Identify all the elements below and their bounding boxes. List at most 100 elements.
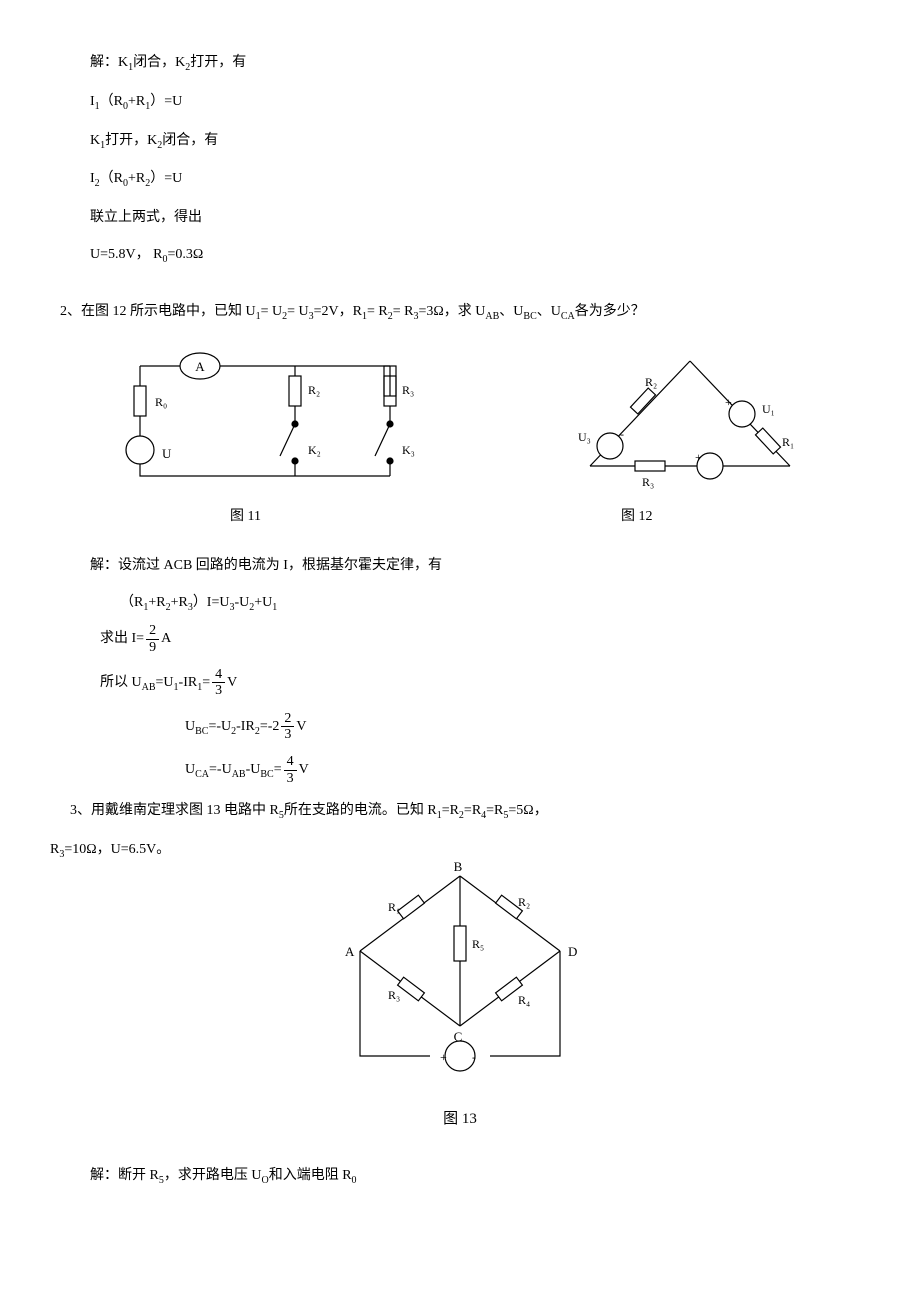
figure-12-caption: 图 12: [621, 504, 653, 529]
text: =R: [442, 803, 459, 818]
text: 所在支路的电流。已知 R: [284, 803, 437, 818]
subscript: BC: [195, 726, 208, 737]
text: +U: [254, 595, 272, 610]
subscript: AB: [232, 769, 246, 780]
sol2-eq3: 所以 UAB=U1-IR1=43V: [100, 667, 830, 699]
text: 求出 I=: [100, 631, 144, 646]
subscript: AB: [485, 311, 499, 322]
source-u3-label: U₃: [578, 430, 591, 444]
denominator: 3: [281, 727, 294, 742]
text: -IR: [236, 719, 255, 734]
resistor-r1-label: R₁: [782, 435, 794, 449]
fraction: 43: [284, 754, 297, 786]
sol2-eq4: UBC=-U2-IR2=-223V: [185, 711, 830, 743]
sol2-eq1: （R1+R2+R3）I=U3-U2+U1: [120, 590, 830, 617]
switch-k3-label: K₃: [402, 443, 415, 457]
figure-11-caption: 图 11: [230, 504, 261, 529]
sol1-line3: 联立上两式，得出: [90, 205, 830, 230]
subscript: 0: [352, 1175, 357, 1186]
question-3: 3、用戴维南定理求图 13 电路中 R5所在支路的电流。已知 R1=R2=R4=…: [70, 798, 830, 825]
sol2-eq5: UCA=-UAB-UBC=43V: [185, 754, 830, 786]
text: =10Ω，U=6.5V。: [64, 842, 170, 857]
text: ）=U: [150, 94, 182, 109]
source-u1-label: U₁: [762, 402, 775, 416]
text: = U: [261, 304, 283, 319]
resistor-r3-label: R₃: [642, 475, 654, 489]
text: A: [161, 631, 171, 646]
polarity-minus: -: [472, 1050, 476, 1064]
sol3-line1: 解：断开 R5，求开路电压 UO和入端电阻 R0: [90, 1163, 830, 1190]
text: 打开，K: [105, 133, 157, 148]
subscript: AB: [142, 682, 156, 693]
text: -U: [234, 595, 249, 610]
text: ）=U: [150, 171, 182, 186]
subscript: BC: [260, 769, 273, 780]
text: +R: [128, 94, 145, 109]
text: = R: [393, 304, 414, 319]
source-u-label: U: [162, 446, 172, 461]
text: （R: [120, 595, 143, 610]
text: 闭合，K: [133, 55, 185, 70]
fraction: 29: [146, 623, 159, 655]
sol2-eq2: 求出 I=29A: [100, 623, 830, 655]
polarity-plus: +: [440, 1050, 447, 1064]
numerator: 2: [146, 623, 159, 639]
text: U=5.8V， R: [90, 247, 162, 262]
polarity-minus: -: [620, 427, 624, 441]
sol1-result: U=5.8V， R0=0.3Ω: [90, 242, 830, 269]
text: +R: [148, 595, 165, 610]
sol1-eq1: I1（R0+R1）=U: [90, 89, 830, 116]
text: 3、用戴维南定理求图 13 电路中 R: [70, 803, 279, 818]
text: = R: [367, 304, 388, 319]
polarity-plus-2: +: [695, 450, 702, 464]
text: （R: [100, 94, 123, 109]
numerator: 4: [284, 754, 297, 770]
resistor-r2-label: R₂: [308, 383, 320, 397]
switch-k2-label: K₂: [308, 443, 321, 457]
figure-13-wrap: B A D C R₁ R₂ R₃ R₄ R₅ + -: [90, 856, 830, 1086]
text: -U: [246, 763, 261, 778]
sol2-line1: 解：设流过 ACB 回路的电流为 I，根据基尔霍夫定律，有: [90, 553, 830, 578]
text: = U: [287, 304, 309, 319]
figure-12: R₂ + U₁ R₁ - U₃ R₃ +: [550, 346, 830, 496]
text: -IR: [179, 675, 198, 690]
subscript: CA: [195, 769, 209, 780]
sol1-line2: K1打开，K2闭合，有: [90, 128, 830, 155]
resistor-r4-label: R₄: [518, 993, 530, 1007]
resistor-r1-label: R₁: [388, 900, 400, 914]
resistor-r2-label: R₂: [645, 375, 657, 389]
text: 和入端电阻 R: [269, 1168, 352, 1183]
denominator: 3: [212, 683, 225, 698]
text: 、U: [537, 304, 561, 319]
text: V: [296, 719, 306, 734]
text: =-2: [260, 719, 280, 734]
text: =U: [156, 675, 174, 690]
resistor-r2-label: R₂: [518, 895, 530, 909]
text: =: [274, 763, 282, 778]
resistor-r3-label: R₃: [388, 988, 400, 1002]
text: =3Ω，求 U: [418, 304, 485, 319]
text: +R: [171, 595, 188, 610]
figure-13: B A D C R₁ R₂ R₃ R₄ R₅ + -: [310, 856, 610, 1086]
sol1-eq2: I2（R0+R2）=U: [90, 166, 830, 193]
denominator: 9: [146, 640, 159, 655]
node-a-label: A: [345, 944, 355, 959]
numerator: 4: [212, 667, 225, 683]
text: =: [202, 675, 210, 690]
sol1-line1: 解：K1闭合，K2打开，有: [90, 50, 830, 77]
text: R: [50, 842, 59, 857]
text: U: [185, 763, 195, 778]
text: =5Ω，: [508, 803, 547, 818]
node-d-label: D: [568, 944, 577, 959]
figure-13-caption: 图 13: [90, 1106, 830, 1133]
polarity-plus: +: [725, 395, 732, 409]
fraction: 43: [212, 667, 225, 699]
subscript: BC: [523, 311, 536, 322]
text: =-U: [208, 719, 231, 734]
subscript: O: [261, 1175, 268, 1186]
caption-row-11-12: 图 11 图 12: [90, 504, 830, 529]
text: 2、在图 12 所示电路中，已知 U: [60, 304, 256, 319]
subscript: 1: [272, 602, 277, 613]
text: V: [227, 675, 237, 690]
numerator: 2: [281, 711, 294, 727]
